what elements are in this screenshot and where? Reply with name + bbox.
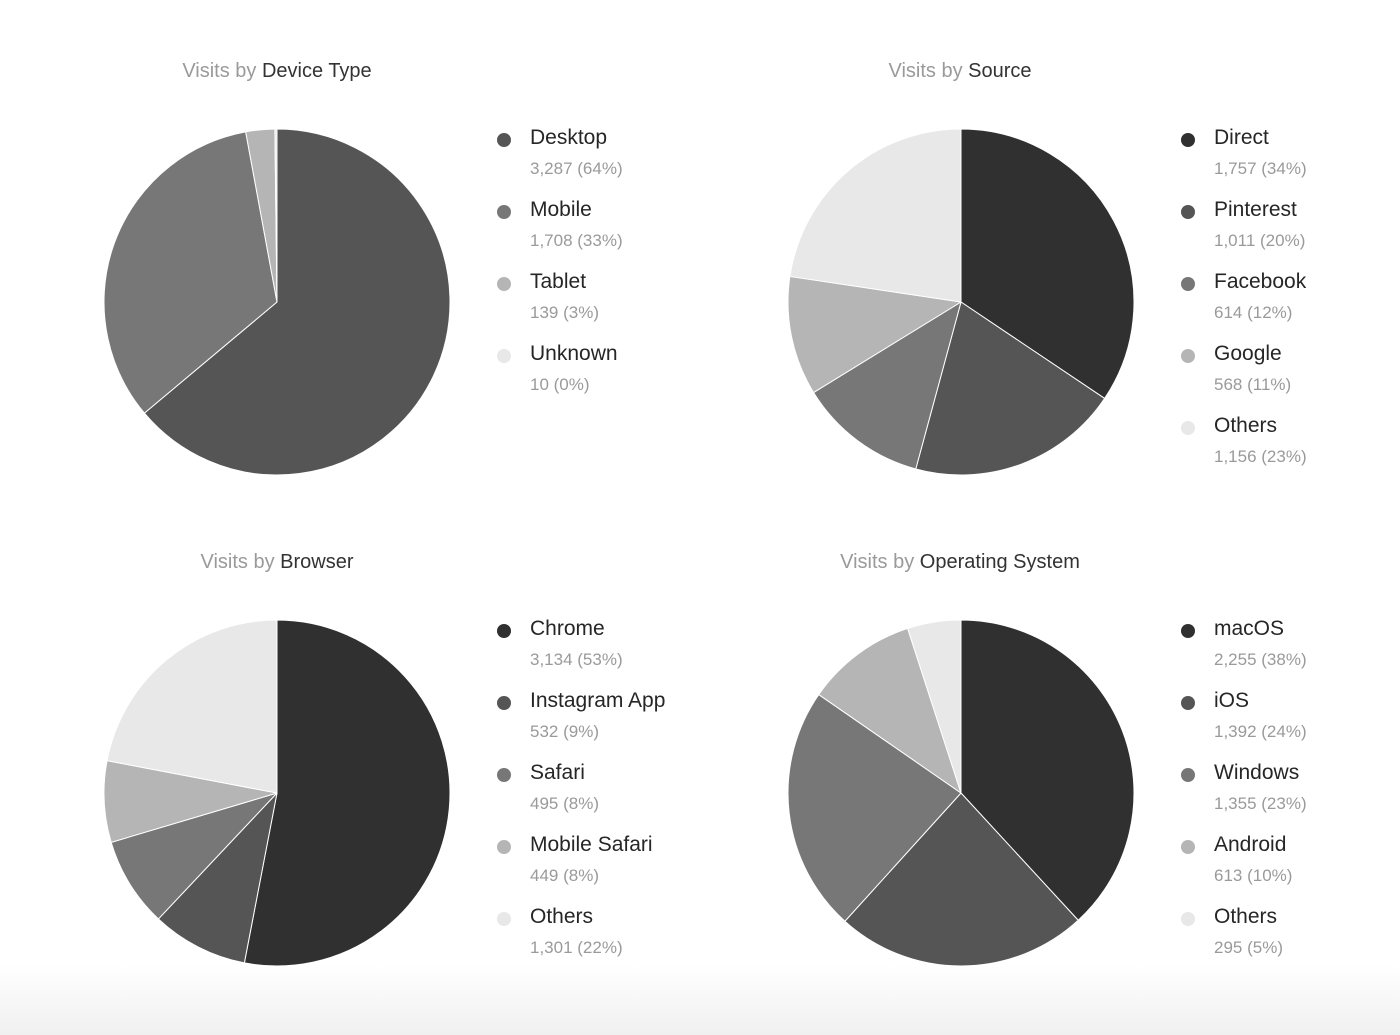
- legend-value: 532 (9%): [530, 722, 599, 741]
- legend-dot: [1181, 205, 1195, 219]
- legend-value: 139 (3%): [530, 303, 599, 322]
- legend-dot: [1181, 696, 1195, 710]
- legend-value: 1,355 (23%): [1214, 794, 1307, 813]
- pie-slice-pinterest: [915, 301, 1106, 476]
- legend-label: Others: [1214, 414, 1278, 437]
- pie-slice-facebook: [813, 301, 962, 470]
- chart-title-prefix: Visits by: [200, 551, 275, 573]
- legend-label: Direct: [1214, 126, 1269, 149]
- chart-title: Visits by Browser: [200, 551, 353, 574]
- legend-value: 1,392 (24%): [1214, 722, 1307, 741]
- bottom-shade: [0, 965, 1400, 1035]
- legend-label: Desktop: [530, 126, 608, 149]
- chart-title-main: Source: [968, 60, 1032, 82]
- legend-dot: [497, 840, 511, 854]
- legend-label: Google: [1214, 342, 1282, 365]
- legend-label: Windows: [1214, 761, 1300, 784]
- legend-value: 1,301 (22%): [530, 938, 623, 957]
- pie-slice-android: [818, 627, 962, 794]
- legend-label: iOS: [1214, 689, 1250, 712]
- pie-slice-windows: [787, 694, 962, 922]
- legend-dot: [497, 912, 511, 926]
- legend-dot: [497, 349, 511, 363]
- legend-value: 614 (12%): [1214, 303, 1293, 322]
- legend-dot: [497, 277, 511, 291]
- legend-dot: [497, 624, 511, 638]
- legend-value: 1,011 (20%): [1214, 231, 1306, 250]
- legend-label: Android: [1214, 833, 1287, 856]
- chart-title-main: Device Type: [261, 60, 372, 82]
- legend-label: Pinterest: [1214, 198, 1297, 221]
- legend-dot: [1181, 768, 1195, 782]
- legend-label: Facebook: [1214, 270, 1307, 293]
- legend-dot: [1181, 349, 1195, 363]
- legend-value: 495 (8%): [530, 794, 599, 813]
- pie-slice-unknown: [274, 128, 278, 303]
- legend-label: Others: [1214, 905, 1278, 928]
- legend-label: macOS: [1214, 617, 1285, 640]
- legend-value: 2,255 (38%): [1214, 650, 1307, 669]
- pie-slice-others: [907, 619, 962, 794]
- legend-dot: [1181, 133, 1195, 147]
- pie-operating-system: [787, 619, 1135, 967]
- legend-value: 10 (0%): [530, 375, 590, 394]
- pie-slice-macos: [960, 619, 1135, 921]
- legend-value: 613 (10%): [1214, 866, 1293, 885]
- chart-title: Visits by Operating System: [840, 551, 1080, 574]
- legend-label: Unknown: [530, 342, 618, 365]
- chart-title: Visits by Source: [888, 60, 1031, 83]
- pie-slice-others: [106, 619, 278, 794]
- legend-label: Others: [530, 905, 594, 928]
- legend-label: Mobile: [530, 198, 592, 221]
- chart-title: Visits by Device Type: [182, 60, 371, 83]
- pie-source: [787, 128, 1135, 476]
- chart-title-prefix: Visits by: [182, 60, 257, 82]
- legend-value: 1,757 (34%): [1214, 159, 1307, 178]
- legend-dot: [1181, 624, 1195, 638]
- pie-slice-google: [787, 275, 962, 394]
- legend-dot: [497, 768, 511, 782]
- legend-dot: [497, 696, 511, 710]
- pie-device-type: [103, 128, 451, 476]
- pie-slice-safari: [110, 792, 278, 920]
- legend-value: 568 (11%): [1214, 375, 1292, 394]
- legend-value: 1,708 (33%): [530, 231, 623, 250]
- legend-value: 449 (8%): [530, 866, 599, 885]
- legend-value: 3,287 (64%): [530, 159, 623, 178]
- pie-slice-desktop: [143, 128, 451, 476]
- pie-slice-others: [789, 128, 962, 303]
- chart-title-prefix: Visits by: [888, 60, 963, 82]
- pie-slice-mobile: [103, 131, 278, 414]
- legend-dot: [497, 205, 511, 219]
- pie-browser: [103, 619, 451, 967]
- legend-dot: [1181, 421, 1195, 435]
- chart-title-prefix: Visits by: [840, 551, 915, 573]
- chart-title-main: Browser: [280, 551, 354, 573]
- legend-dot: [1181, 912, 1195, 926]
- legend-value: 3,134 (53%): [530, 650, 623, 669]
- legend-dot: [1181, 277, 1195, 291]
- legend-label: Tablet: [530, 270, 587, 293]
- pie-slice-direct: [960, 128, 1135, 399]
- legend-label: Instagram App: [530, 689, 666, 712]
- chart-title-main: Operating System: [919, 551, 1080, 573]
- legend-value: 1,156 (23%): [1214, 447, 1307, 466]
- pie-slice-instagram-app: [157, 792, 278, 964]
- legend-dot: [497, 133, 511, 147]
- legend-label: Safari: [530, 761, 585, 784]
- legend-value: 295 (5%): [1214, 938, 1283, 957]
- legend-dot: [1181, 840, 1195, 854]
- pie-slice-chrome: [243, 619, 451, 967]
- legend-label: Mobile Safari: [530, 833, 653, 856]
- legend-label: Chrome: [530, 617, 605, 640]
